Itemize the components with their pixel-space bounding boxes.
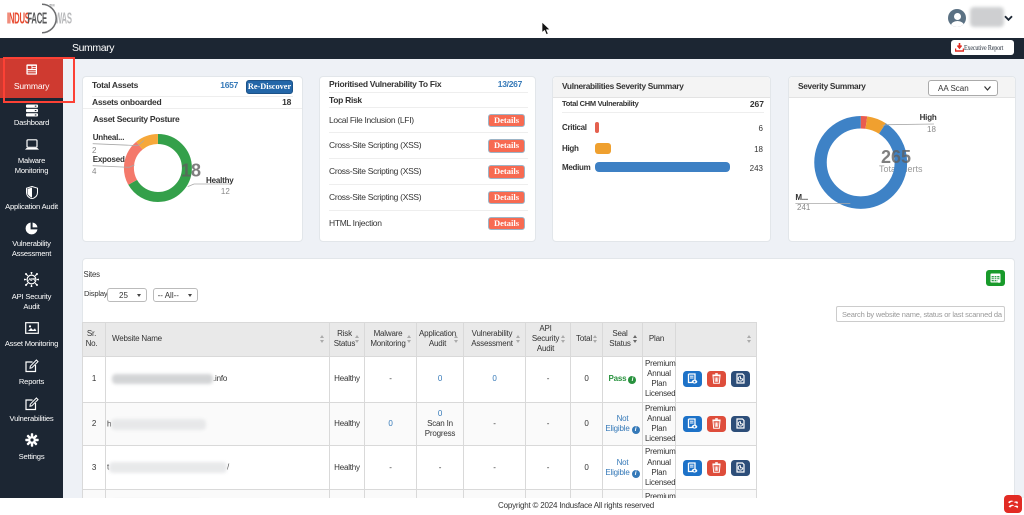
svg-text:WAS: WAS: [55, 9, 72, 27]
svg-text:18: 18: [181, 160, 201, 180]
svg-text:API: API: [28, 277, 35, 282]
svg-text:265: 265: [881, 147, 911, 167]
svg-text:INDUS: INDUS: [7, 9, 30, 27]
svg-text:FACE: FACE: [27, 9, 47, 27]
svg-text:TM: TM: [49, 4, 54, 8]
